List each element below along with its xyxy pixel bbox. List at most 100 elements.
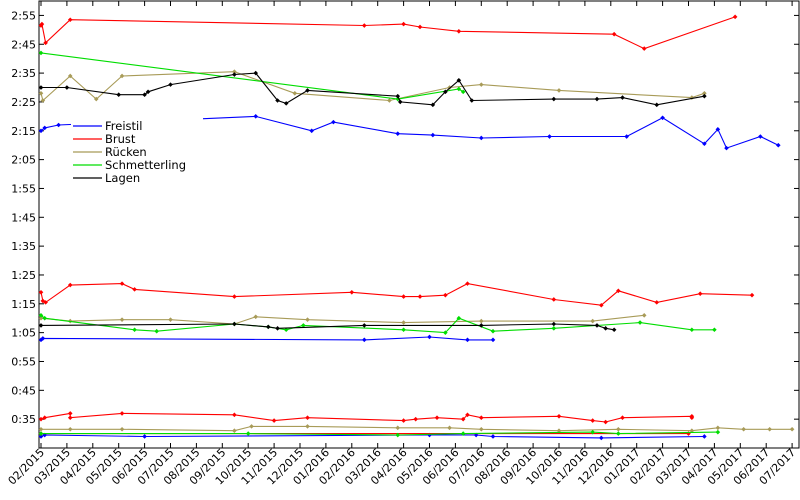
- data-point: [603, 419, 608, 425]
- data-point: [43, 300, 48, 305]
- data-point: [479, 318, 484, 324]
- plot-frame: [38, 0, 800, 449]
- data-point: [305, 424, 310, 429]
- data-point: [599, 302, 604, 308]
- data-point: [789, 426, 795, 432]
- data-point: [460, 416, 466, 422]
- data-point: [38, 431, 44, 436]
- y-tick-label: 1:55: [11, 182, 36, 195]
- data-point: [479, 415, 484, 421]
- data-point: [551, 297, 557, 302]
- data-point: [767, 426, 772, 432]
- data-point: [620, 415, 625, 421]
- data-point: [67, 415, 73, 421]
- data-point: [594, 323, 600, 328]
- data-point: [64, 85, 70, 90]
- data-point: [38, 85, 44, 90]
- data-point: [447, 425, 452, 431]
- y-tick-label: 2:05: [11, 154, 36, 167]
- data-point: [265, 324, 271, 330]
- data-point: [349, 289, 355, 295]
- legend-label: Brust: [105, 132, 136, 146]
- data-point: [637, 320, 643, 325]
- data-point: [469, 98, 475, 103]
- data-point: [724, 145, 729, 151]
- data-point: [275, 98, 280, 103]
- data-point: [331, 119, 336, 125]
- data-point: [590, 429, 595, 435]
- series-line: [40, 434, 705, 439]
- y-tick-label: 2:45: [11, 38, 36, 51]
- data-point: [305, 317, 310, 322]
- data-point: [232, 69, 237, 74]
- data-point: [38, 416, 44, 422]
- data-point: [460, 431, 466, 436]
- data-point: [132, 327, 137, 333]
- data-point: [702, 141, 707, 147]
- data-point: [551, 321, 557, 327]
- y-tick-label: 0:45: [11, 384, 36, 397]
- data-point: [67, 282, 73, 288]
- series-line: [40, 323, 615, 331]
- data-point: [611, 327, 617, 333]
- data-point: [611, 31, 617, 37]
- data-point: [142, 434, 147, 439]
- data-point: [38, 50, 44, 56]
- data-point: [232, 321, 237, 327]
- data-point: [119, 73, 125, 79]
- data-point: [168, 82, 173, 87]
- data-point: [67, 73, 73, 79]
- data-point: [305, 415, 310, 421]
- data-point: [620, 95, 625, 100]
- data-point: [702, 434, 707, 439]
- legend-label: Rücken: [105, 145, 147, 159]
- data-point: [417, 24, 423, 30]
- y-tick-label: 1:25: [11, 269, 36, 282]
- data-point: [479, 323, 484, 328]
- data-point: [232, 412, 237, 418]
- data-point: [599, 435, 604, 441]
- data-point: [443, 89, 448, 95]
- data-point: [38, 128, 44, 134]
- data-point: [116, 92, 121, 98]
- data-point: [689, 95, 695, 100]
- data-point: [430, 102, 436, 108]
- data-point: [253, 114, 259, 119]
- data-point: [292, 90, 298, 96]
- data-point: [145, 89, 151, 95]
- series-line: [40, 336, 493, 341]
- data-point: [697, 291, 703, 297]
- data-point: [689, 327, 695, 333]
- data-point: [395, 432, 401, 438]
- data-point: [38, 434, 44, 439]
- data-point: [387, 98, 392, 103]
- data-point: [465, 281, 470, 286]
- y-tick-label: 2:15: [11, 125, 36, 138]
- data-point: [38, 337, 44, 343]
- y-tick-label: 2:35: [11, 67, 36, 80]
- y-tick-label: 2:55: [11, 9, 36, 22]
- data-point: [67, 426, 73, 432]
- data-point: [40, 98, 46, 103]
- data-point: [616, 288, 621, 294]
- data-point: [427, 334, 432, 340]
- data-point: [413, 416, 418, 422]
- data-point: [362, 23, 367, 28]
- data-point: [479, 426, 484, 432]
- data-point: [443, 292, 448, 298]
- data-point: [401, 320, 406, 325]
- data-point: [395, 131, 401, 136]
- series-line: [41, 72, 705, 106]
- data-point: [119, 317, 125, 322]
- data-point: [401, 327, 406, 333]
- data-point: [401, 294, 406, 299]
- data-point: [456, 78, 462, 83]
- data-point: [465, 337, 470, 343]
- data-point: [749, 292, 755, 298]
- data-point: [456, 86, 462, 92]
- data-point: [40, 336, 46, 341]
- data-point: [556, 428, 562, 433]
